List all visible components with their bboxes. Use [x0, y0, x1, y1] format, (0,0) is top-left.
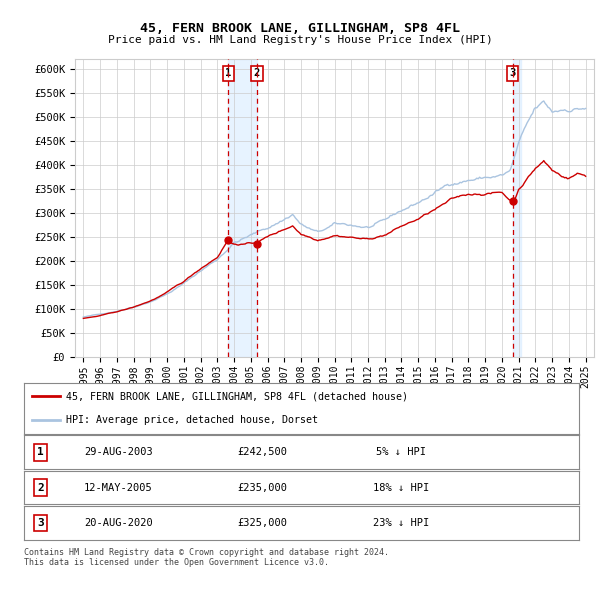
Text: £242,500: £242,500 [238, 447, 287, 457]
Bar [512, 59, 521, 357]
Text: 29-AUG-2003: 29-AUG-2003 [84, 447, 153, 457]
Text: 5% ↓ HPI: 5% ↓ HPI [376, 447, 427, 457]
Text: 2: 2 [37, 483, 44, 493]
Text: 2: 2 [254, 68, 260, 78]
Text: £325,000: £325,000 [238, 518, 287, 528]
Text: 3: 3 [37, 518, 44, 528]
Text: 1: 1 [225, 68, 232, 78]
Text: HPI: Average price, detached house, Dorset: HPI: Average price, detached house, Dors… [65, 415, 317, 425]
Text: £235,000: £235,000 [238, 483, 287, 493]
Text: 23% ↓ HPI: 23% ↓ HPI [373, 518, 430, 528]
Text: Contains HM Land Registry data © Crown copyright and database right 2024.
This d: Contains HM Land Registry data © Crown c… [24, 548, 389, 567]
Text: 1: 1 [37, 447, 44, 457]
Text: Price paid vs. HM Land Registry's House Price Index (HPI): Price paid vs. HM Land Registry's House … [107, 35, 493, 45]
Text: 45, FERN BROOK LANE, GILLINGHAM, SP8 4FL (detached house): 45, FERN BROOK LANE, GILLINGHAM, SP8 4FL… [65, 391, 407, 401]
Text: 45, FERN BROOK LANE, GILLINGHAM, SP8 4FL: 45, FERN BROOK LANE, GILLINGHAM, SP8 4FL [140, 22, 460, 35]
Text: 12-MAY-2005: 12-MAY-2005 [84, 483, 153, 493]
Text: 20-AUG-2020: 20-AUG-2020 [84, 518, 153, 528]
Text: 18% ↓ HPI: 18% ↓ HPI [373, 483, 430, 493]
Bar [229, 59, 257, 357]
Text: 3: 3 [509, 68, 516, 78]
